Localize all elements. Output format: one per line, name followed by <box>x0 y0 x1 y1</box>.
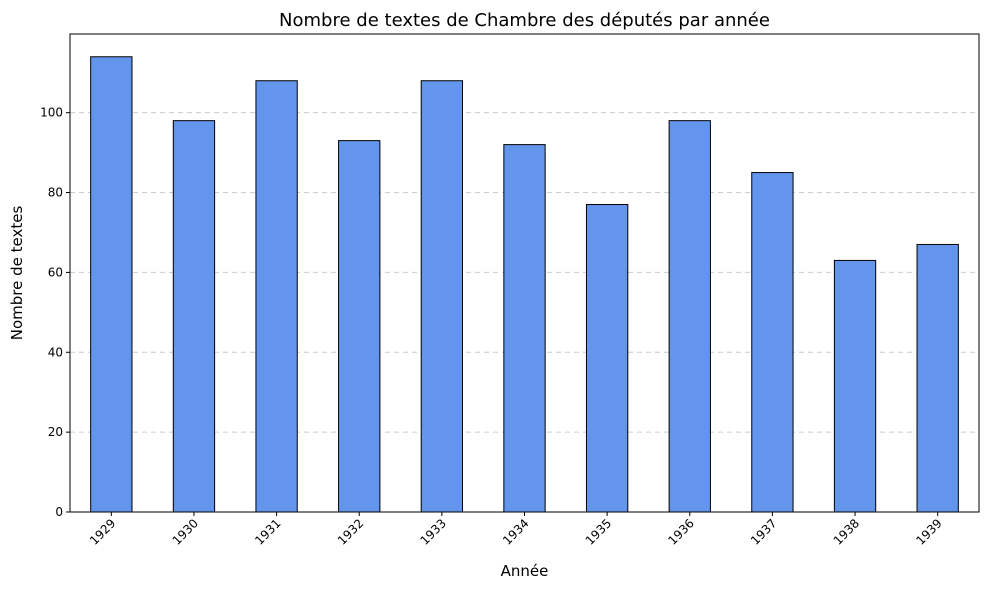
y-tick-label: 100 <box>40 106 63 120</box>
y-tick-label: 60 <box>48 265 63 279</box>
bar-1932 <box>338 140 381 513</box>
bar-1937 <box>751 172 794 513</box>
x-axis-label: Année <box>501 562 549 580</box>
bar-1933 <box>420 80 464 513</box>
x-tick-label: 1936 <box>665 516 696 547</box>
y-tick-label: 40 <box>48 345 63 359</box>
x-tick-label: 1929 <box>87 516 118 547</box>
x-tick-label: 1934 <box>500 516 531 547</box>
x-tick-label: 1931 <box>252 516 283 547</box>
bar-1934 <box>503 144 546 513</box>
x-tick-label: 1937 <box>748 516 779 547</box>
bars <box>90 56 959 513</box>
bar-1929 <box>90 56 133 513</box>
bar-1938 <box>833 259 877 513</box>
x-tick-label: 1935 <box>583 516 614 547</box>
bar-1931 <box>255 80 298 513</box>
bar-1936 <box>668 120 711 513</box>
y-tick-label: 80 <box>48 186 63 200</box>
x-axis: 1929 1930 1931 1932 1933 1934 1935 1936 1937 1938… <box>87 512 945 548</box>
bar-1939 <box>916 243 959 513</box>
y-axis-label: Nombre de textes <box>8 206 26 341</box>
y-tick-label: 0 <box>55 505 63 519</box>
chart-title: Nombre de textes de Chambre des députés … <box>279 10 770 31</box>
x-tick-label: 1938 <box>831 516 862 547</box>
x-tick-label: 1933 <box>417 516 448 547</box>
bar-1935 <box>585 204 629 513</box>
x-tick-label: 1932 <box>335 516 366 547</box>
bar-1930 <box>172 120 216 513</box>
x-tick-label: 1939 <box>913 516 944 547</box>
x-tick-label: 1930 <box>170 516 201 547</box>
y-tick-label: 20 <box>48 425 63 439</box>
y-axis: 0 20 40 60 80 100 <box>40 106 70 519</box>
